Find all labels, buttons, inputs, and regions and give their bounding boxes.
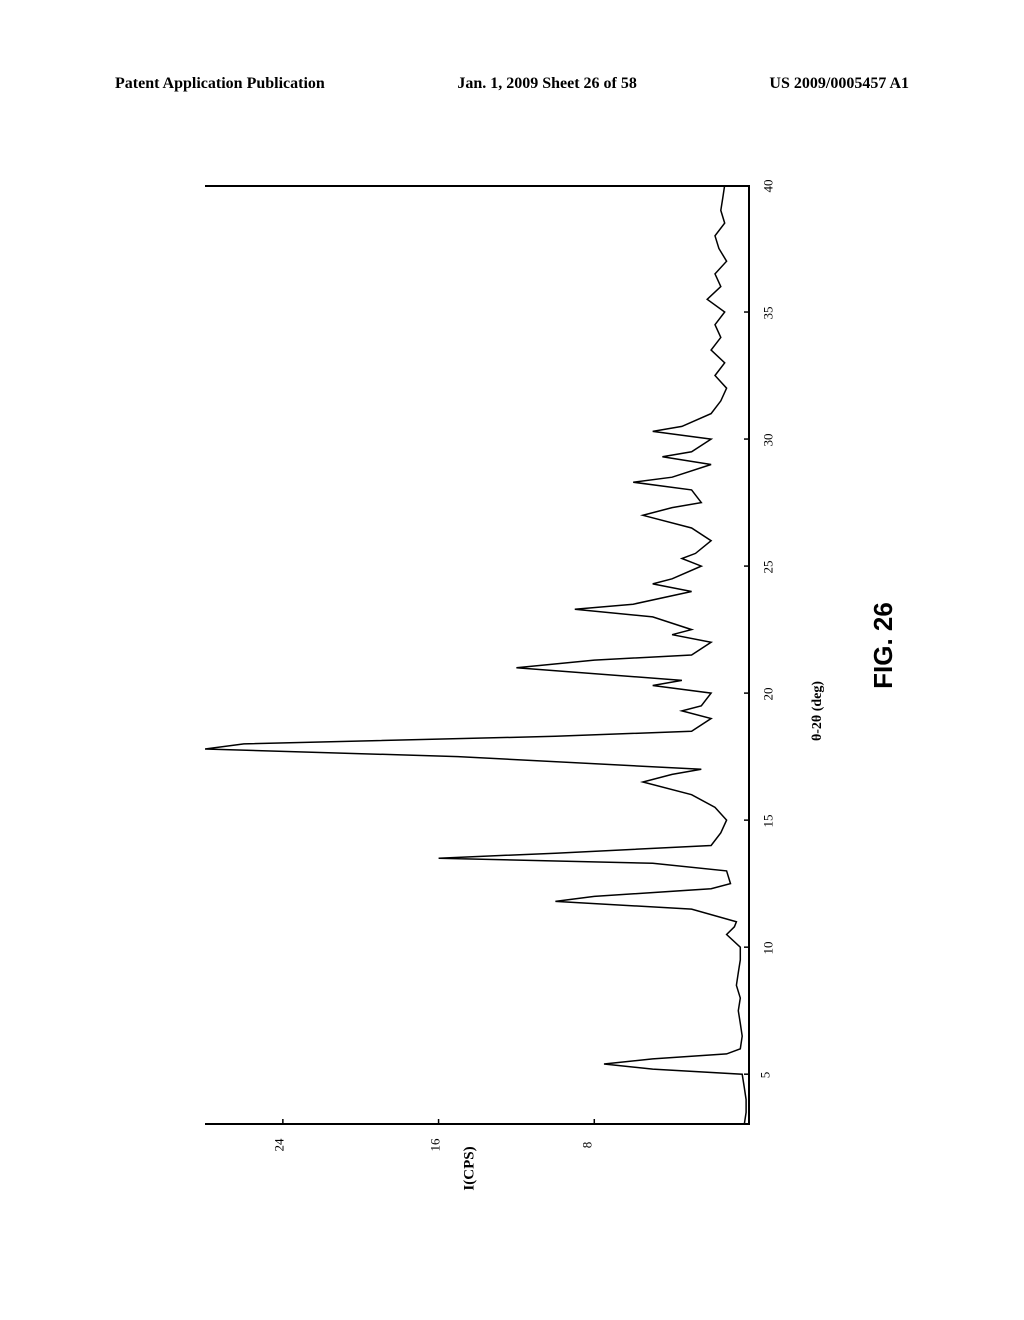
y-tick-label: 24 (271, 1139, 287, 1152)
x-tick-label: 15 (761, 815, 777, 828)
xrd-chart (205, 185, 750, 1125)
y-tick-label: 8 (580, 1142, 596, 1149)
chart-plot (205, 185, 750, 1125)
x-tick-label: 35 (761, 307, 777, 320)
x-axis-title: θ-2θ (deg) (810, 681, 826, 741)
x-tick-label: 25 (761, 561, 777, 574)
x-tick-label: 10 (761, 942, 777, 955)
page-header: Patent Application Publication Jan. 1, 2… (115, 75, 909, 93)
y-axis-title: I(CPS) (461, 1146, 478, 1190)
x-tick-label: 5 (757, 1072, 773, 1079)
header-publication: Patent Application Publication (115, 75, 325, 93)
x-tick-label: 40 (761, 180, 777, 193)
x-tick-label: 30 (761, 434, 777, 447)
header-date-sheet: Jan. 1, 2009 Sheet 26 of 58 (457, 75, 637, 93)
figure-label: FIG. 26 (868, 602, 899, 689)
y-tick-label: 16 (427, 1139, 443, 1152)
header-patent-number: US 2009/0005457 A1 (769, 75, 909, 93)
x-tick-label: 20 (761, 688, 777, 701)
